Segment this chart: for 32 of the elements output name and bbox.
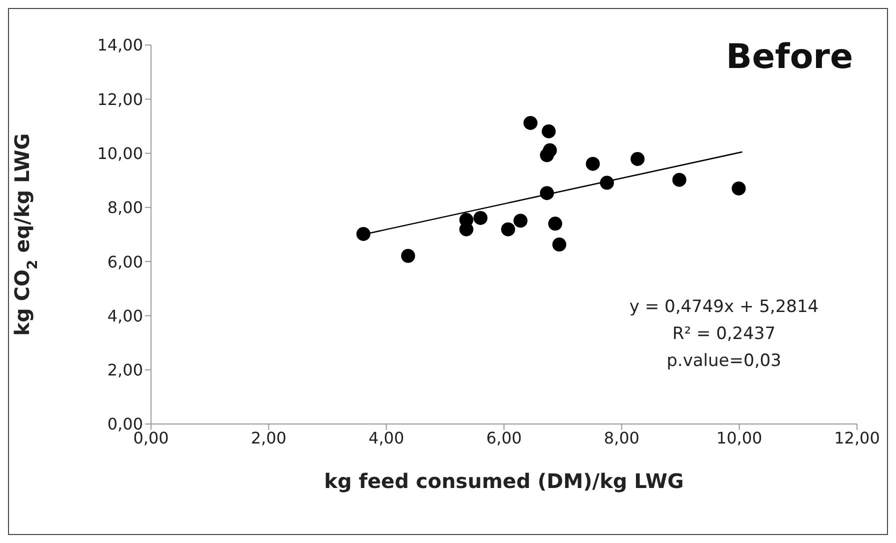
point	[542, 124, 556, 138]
x-axis-title: kg feed consumed (DM)/kg LWG	[324, 469, 684, 493]
point	[732, 181, 746, 196]
point	[523, 116, 538, 130]
chart-title: Before	[726, 37, 853, 77]
y-tick-label: 2,00	[107, 360, 143, 380]
point	[630, 152, 645, 166]
annotation: p.value=0,03	[666, 350, 782, 373]
x-tick-label: 10,00	[716, 428, 762, 448]
point	[401, 248, 416, 263]
point	[672, 172, 686, 187]
y-tick-label: 4,00	[107, 306, 143, 326]
annotation: y = 0,4749x + 5,2814	[628, 296, 820, 319]
y-tick-label: 12,00	[97, 90, 143, 109]
x-tick-label: 4,00	[368, 428, 404, 448]
point	[501, 222, 516, 236]
point	[356, 226, 370, 241]
y-tick-label: 14,00	[97, 36, 143, 55]
x-tick-label: 2,00	[250, 428, 286, 448]
point	[513, 214, 528, 228]
y-tick-label: 6,00	[107, 252, 143, 272]
y-tick-label: 8,00	[107, 198, 143, 218]
point	[548, 216, 562, 231]
x-tick-label: 12,00	[834, 428, 880, 448]
y-tick-label: 10,00	[97, 144, 143, 163]
x-tick-label: 6,00	[486, 428, 522, 448]
point	[586, 156, 600, 171]
x-tick-label: 8,00	[604, 428, 640, 448]
point	[542, 143, 557, 158]
point	[552, 238, 566, 252]
annotation: R² = 0,2437	[671, 323, 777, 346]
point	[473, 210, 488, 225]
